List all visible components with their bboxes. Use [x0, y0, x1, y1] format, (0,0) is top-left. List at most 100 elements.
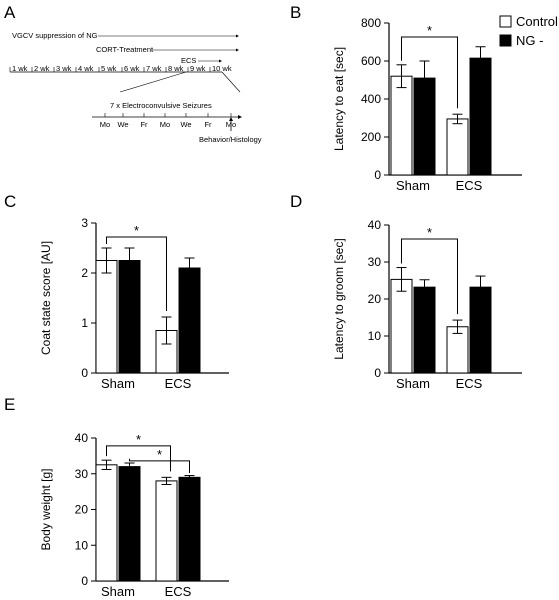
legend-swatch-ng [499, 34, 512, 47]
significance-star: * [427, 23, 432, 38]
y-axis-label: Latency to eat [sec] [332, 47, 346, 151]
vgcv-label: VGCV suppression of NG [12, 31, 98, 40]
panel-label-b: B [290, 3, 301, 22]
y-tick-label: 200 [361, 130, 381, 144]
significance-bracket [106, 445, 171, 472]
day-labels: Mo We Fr Mo We Fr Mo [100, 113, 236, 129]
y-tick-label: 800 [361, 16, 381, 30]
y-tick-label: 30 [368, 255, 382, 269]
y-tick-label: 1 [81, 316, 88, 330]
day-label: Fr [204, 120, 212, 129]
chart-panel-e: 0 10 20 30 40 Body weight [g] Sham ECS * * [39, 431, 229, 599]
week-label: 2 wk [34, 64, 50, 73]
y-tick-label: 10 [368, 329, 382, 343]
vgcv-arrowhead [236, 34, 239, 38]
bar-control-sham [390, 278, 413, 374]
y-tick-label: 0 [374, 366, 381, 380]
y-tick-label: 0 [81, 574, 88, 588]
y-tick-label: 600 [361, 54, 381, 68]
bar-ng-ecs [469, 286, 492, 374]
week-label: 4 wk [78, 64, 94, 73]
cort-arrowhead [236, 48, 239, 52]
significance-star: * [157, 447, 162, 462]
y-tick-label: 0 [81, 366, 88, 380]
y-axis-label: Coat state score [AU] [39, 241, 53, 355]
chart-panel-d: 0 10 20 30 40 Latency to groom [sec] Sham ECS * [332, 218, 522, 391]
category-label: ECS [456, 178, 483, 193]
week-labels: 1 wk 2 wk 3 wk 4 wk 5 wk 6 wk 7 wk 8 wk 9 wk 10 w… [9, 64, 232, 73]
bar-ng-ecs [178, 267, 201, 374]
day-label: Mo [100, 120, 110, 129]
week-label: 10 wk [212, 64, 232, 73]
bar-control-ecs [446, 118, 469, 176]
week-label: 8 wk [168, 64, 184, 73]
bar-ng-ecs [469, 57, 492, 176]
legend-label-ng: NG - [516, 33, 543, 48]
day-label: We [117, 120, 128, 129]
category-label: ECS [456, 376, 483, 391]
category-label: Sham [396, 178, 430, 193]
legend-label-control: Control [516, 14, 558, 29]
bar-control-sham [390, 75, 413, 176]
category-label: ECS [165, 584, 192, 599]
y-tick-label: 10 [75, 538, 89, 552]
bar-control-sham [95, 464, 118, 582]
bar-ng-ecs [178, 476, 201, 582]
day-label: We [180, 120, 191, 129]
week-label: 3 wk [56, 64, 72, 73]
y-tick-label: 0 [374, 168, 381, 182]
week-label: 9 wk [190, 64, 206, 73]
category-label: Sham [101, 584, 135, 599]
y-tick-label: 2 [81, 266, 88, 280]
bar-control-sham [95, 260, 118, 374]
zoom-line-right [221, 71, 241, 93]
endpoint-label: Behavior/Histology [199, 135, 262, 144]
ecs-arrowhead [219, 59, 222, 63]
bar-ng-sham [413, 286, 436, 374]
panel-label-e: E [4, 395, 15, 414]
ecs-timeline-label: ECS [181, 56, 196, 65]
significance-bracket [401, 36, 458, 109]
y-axis-label: Latency to groom [sec] [332, 238, 346, 359]
significance-star: * [134, 223, 139, 238]
bar-ng-sham [413, 77, 436, 176]
week-label: 7 wk [146, 64, 162, 73]
endpoint-arrowhead [229, 117, 233, 121]
chart-panel-b: 0 200 400 600 800 Latency to eat [sec] Sham ECS… [332, 16, 522, 193]
y-tick-label: 30 [75, 467, 89, 481]
y-tick-label: 3 [81, 216, 88, 230]
y-tick-label: 20 [75, 503, 89, 517]
cort-label: CORT-Treatment [96, 45, 154, 54]
y-tick-label: 40 [75, 431, 89, 445]
bar-ng-sham [118, 466, 141, 582]
significance-star: * [136, 432, 141, 447]
significance-bracket [401, 238, 458, 315]
significance-star: * [427, 225, 432, 240]
chart-panel-c: 0 1 2 3 Coat state score [AU] Sham ECS * [39, 216, 229, 391]
bar-ng-sham [118, 260, 141, 374]
experiment-timeline: VGCV suppression of NG CORT-Treatment EC… [9, 31, 262, 144]
bar-control-ecs [155, 480, 178, 582]
legend: Control NG - [499, 14, 558, 48]
day-axis-arrowhead [238, 115, 242, 119]
legend-swatch-control [499, 15, 512, 28]
category-label: ECS [165, 376, 192, 391]
week-label: 1 wk [12, 64, 28, 73]
panel-label-d: D [290, 192, 302, 211]
y-tick-label: 40 [368, 218, 382, 232]
significance-bracket [106, 236, 167, 311]
category-label: Sham [101, 376, 135, 391]
day-label: Mo [160, 120, 170, 129]
week-label: 6 wk [124, 64, 140, 73]
zoom-line-left [119, 71, 187, 93]
y-tick-label: 400 [361, 92, 381, 106]
y-tick-label: 20 [368, 292, 382, 306]
day-label: Fr [140, 120, 148, 129]
panel-label-c: C [4, 192, 16, 211]
seizures-label: 7 x Electroconvulsive Seizures [110, 101, 212, 110]
category-label: Sham [396, 376, 430, 391]
week-label: 5 wk [101, 64, 117, 73]
y-axis-label: Body weight [g] [39, 468, 53, 550]
